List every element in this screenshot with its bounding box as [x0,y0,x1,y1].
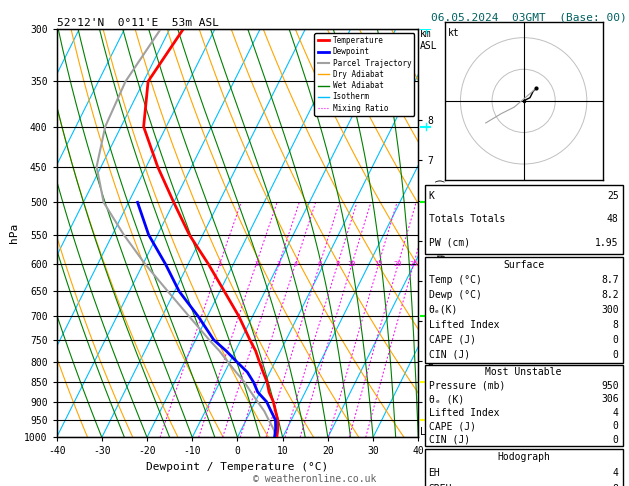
Text: kt: kt [448,28,460,38]
Text: 06.05.2024  03GMT  (Base: 00): 06.05.2024 03GMT (Base: 00) [431,12,626,22]
Text: 25: 25 [607,191,619,201]
Text: CAPE (J): CAPE (J) [428,335,476,345]
Y-axis label: hPa: hPa [9,223,18,243]
Text: PW (cm): PW (cm) [428,238,470,247]
Legend: Temperature, Dewpoint, Parcel Trajectory, Dry Adiabat, Wet Adiabat, Isotherm, Mi: Temperature, Dewpoint, Parcel Trajectory… [314,33,415,116]
Text: 15: 15 [374,261,383,267]
X-axis label: Dewpoint / Temperature (°C): Dewpoint / Temperature (°C) [147,462,328,472]
Text: 4: 4 [293,261,298,267]
Text: 950: 950 [601,381,619,391]
Text: 3: 3 [277,261,281,267]
Text: CAPE (J): CAPE (J) [428,421,476,431]
Text: 25: 25 [409,261,418,267]
Text: 300: 300 [601,305,619,315]
Text: 0: 0 [613,434,619,445]
Text: Lifted Index: Lifted Index [428,320,499,330]
Text: 2: 2 [254,261,259,267]
Text: CIN (J): CIN (J) [428,434,470,445]
Text: LCL: LCL [420,427,438,437]
Text: Temp (°C): Temp (°C) [428,275,481,285]
Text: EH: EH [428,468,440,478]
Text: 6: 6 [318,261,322,267]
Text: 4: 4 [613,468,619,478]
Text: θₑ(K): θₑ(K) [428,305,458,315]
Text: 1.95: 1.95 [595,238,619,247]
Text: Totals Totals: Totals Totals [428,214,505,225]
Text: Most Unstable: Most Unstable [486,367,562,377]
Text: Pressure (mb): Pressure (mb) [428,381,505,391]
Text: km
ASL: km ASL [420,29,438,51]
Text: 0: 0 [613,421,619,431]
Text: 8: 8 [335,261,340,267]
Text: 48: 48 [607,214,619,225]
Text: K: K [428,191,435,201]
Text: θₑ (K): θₑ (K) [428,394,464,404]
Text: CIN (J): CIN (J) [428,350,470,360]
Text: Hodograph: Hodograph [497,452,550,462]
Text: Lifted Index: Lifted Index [428,408,499,417]
Text: 20: 20 [394,261,403,267]
Text: 1: 1 [218,261,221,267]
Bar [425,257,623,363]
Y-axis label: Mixing Ratio (g/kg): Mixing Ratio (g/kg) [436,177,446,289]
Text: © weatheronline.co.uk: © weatheronline.co.uk [253,473,376,484]
Text: 4: 4 [613,408,619,417]
Text: Dewp (°C): Dewp (°C) [428,290,481,300]
Text: 0: 0 [613,335,619,345]
Text: 8.7: 8.7 [601,275,619,285]
Bar [425,449,623,486]
Text: 0: 0 [613,350,619,360]
Text: 8: 8 [613,484,619,486]
Bar [425,365,623,446]
Text: 8: 8 [613,320,619,330]
Text: 306: 306 [601,394,619,404]
Text: Surface: Surface [503,260,544,270]
Text: SREH: SREH [428,484,452,486]
Text: 10: 10 [348,261,356,267]
Text: 52°12'N  0°11'E  53m ASL: 52°12'N 0°11'E 53m ASL [57,18,219,28]
Text: 8.2: 8.2 [601,290,619,300]
Bar [425,185,623,254]
